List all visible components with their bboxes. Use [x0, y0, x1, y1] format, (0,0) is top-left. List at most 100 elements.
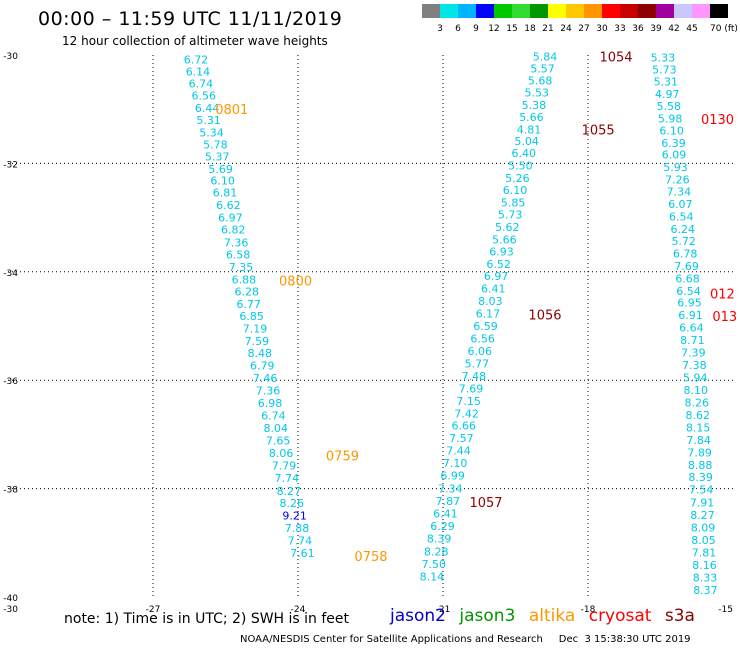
colorbar-tick-label: 15	[506, 24, 517, 34]
wave-height-value: 8.48	[248, 347, 273, 360]
wave-height-value: 7.74	[275, 472, 300, 485]
pass-time-label: 013	[712, 310, 737, 325]
wave-height-value: 6.14	[186, 65, 211, 78]
x-tick-label: -21	[436, 605, 451, 615]
wave-height-value: 6.58	[226, 248, 251, 261]
wave-height-value: 8.09	[691, 522, 716, 535]
wave-height-value: 6.97	[218, 212, 243, 225]
wave-height-value: 6.54	[669, 211, 694, 224]
wave-height-value: 5.31	[196, 114, 221, 127]
x-tick-label: -18	[581, 605, 596, 615]
wave-height-value: 5.62	[495, 221, 520, 234]
y-tick-label: -40	[3, 594, 18, 604]
wave-height-value: 8.71	[680, 334, 705, 347]
corner-tick-label: -30	[3, 605, 18, 615]
wave-height-value: 8.26	[685, 396, 710, 409]
colorbar-tick-label: 21	[542, 24, 553, 34]
y-tick-label: -38	[3, 486, 18, 496]
wave-height-value: 6.85	[239, 310, 264, 323]
colorbar-swatch	[710, 4, 728, 18]
wave-height-value: 7.46	[253, 372, 278, 385]
y-tick-label: -34	[3, 269, 18, 279]
wave-height-value: 5.73	[652, 64, 677, 77]
wave-height-value: 5.38	[522, 99, 547, 112]
colorbar-tick-label: 3	[437, 24, 443, 34]
wave-height-value: 6.88	[232, 273, 257, 286]
x-tick-label: -27	[146, 605, 161, 615]
wave-height-value: 7.34	[667, 186, 692, 199]
colorbar: 3 6 9 12 15 18 21 24 27 30 33 36 39 42 45 70 (ft)	[422, 4, 738, 34]
wave-height-value: 7.39	[681, 347, 706, 360]
y-tick-label: -36	[3, 377, 18, 387]
chart-subtitle: 12 hour collection of altimeter wave hei…	[62, 34, 328, 48]
wave-height-value: 6.72	[184, 53, 209, 66]
colorbar-tick-label: 39	[650, 24, 662, 34]
wave-height-value: 6.95	[677, 297, 702, 310]
pass-time-label: 1055	[582, 123, 615, 138]
legend-altika: altika	[528, 606, 576, 626]
wave-height-value: 5.77	[465, 357, 490, 370]
colorbar-swatch	[440, 4, 458, 18]
wave-height-value: 7.57	[449, 432, 474, 445]
wave-height-value: 8.33	[693, 571, 718, 584]
wave-height-value: 7.34	[438, 483, 463, 496]
wave-height-value: 6.40	[511, 147, 536, 160]
wave-height-value: 6.10	[210, 175, 235, 188]
wave-height-value: 8.62	[685, 409, 710, 422]
legend-s3a: s3a	[664, 606, 695, 626]
wave-height-value: 7.69	[674, 260, 699, 273]
wave-height-value: 6.52	[486, 258, 511, 271]
wave-height-value: 7.84	[686, 434, 711, 447]
pass-time-label: 012	[710, 287, 735, 302]
wave-height-value: 8.26	[279, 497, 304, 510]
colorbar-swatch	[602, 4, 620, 18]
wave-height-value: 6.29	[430, 520, 455, 533]
wave-height-value: 6.10	[503, 184, 528, 197]
colorbar-swatch	[656, 4, 674, 18]
colorbar-tick-label: 12	[488, 24, 499, 34]
wave-height-value: 4.81	[517, 123, 542, 136]
wave-height-value: 6.06	[467, 345, 492, 358]
wave-height-value: 8.39	[427, 532, 452, 545]
wave-height-value: 5.33	[651, 52, 676, 65]
wave-height-value: 6.66	[452, 420, 477, 433]
colorbar-swatch	[692, 4, 710, 18]
colorbar-tick-label: 70 (ft)	[710, 24, 738, 34]
wave-height-value: 5.37	[205, 150, 230, 163]
y-tick-label: -30	[3, 52, 18, 62]
colorbar-tick-label: 18	[524, 24, 536, 34]
wave-height-value: 6.59	[473, 320, 498, 333]
pass-time-label: 1056	[528, 309, 561, 324]
wave-height-value: 5.72	[671, 235, 696, 248]
wave-height-value: 4.97	[655, 88, 680, 101]
wave-height-value: 5.04	[514, 135, 539, 148]
pass-time-label: 1057	[469, 496, 502, 511]
wave-height-value: 7.79	[272, 459, 297, 472]
wave-height-value: 5.98	[658, 112, 683, 125]
track-s3a: 5.845.575.685.535.385.664.815.046.405.50…	[420, 51, 633, 584]
wave-height-value: 5.84	[533, 51, 558, 64]
wave-height-value: 6.99	[440, 470, 465, 483]
colorbar-swatch	[422, 4, 440, 18]
wave-height-value: 6.77	[236, 298, 261, 311]
colorbar-swatch	[674, 4, 692, 18]
wave-height-value: 6.97	[484, 270, 509, 283]
wave-height-value: 7.15	[456, 395, 481, 408]
y-tick-label: -32	[3, 160, 18, 170]
wave-height-value: 8.37	[693, 584, 718, 597]
pass-time-label: 1054	[599, 51, 632, 66]
wave-height-value: 8.88	[688, 459, 713, 472]
wave-height-value: 5.93	[663, 161, 688, 174]
legend-cryosat: cryosat	[588, 606, 652, 626]
pass-time-label: 0801	[215, 103, 248, 118]
colorbar-swatch	[548, 4, 566, 18]
colorbar-tick-label: 24	[560, 24, 572, 34]
wave-height-value: 6.64	[679, 322, 704, 335]
wave-height-value: 5.31	[654, 76, 679, 89]
pass-time-label: 0758	[354, 550, 387, 565]
wave-height-value: 6.24	[670, 223, 695, 236]
wave-height-value: 7.87	[436, 495, 461, 508]
wave-height-value: 6.54	[676, 285, 701, 298]
legend-jason2: jason2	[390, 606, 446, 626]
colorbar-swatch	[512, 4, 530, 18]
